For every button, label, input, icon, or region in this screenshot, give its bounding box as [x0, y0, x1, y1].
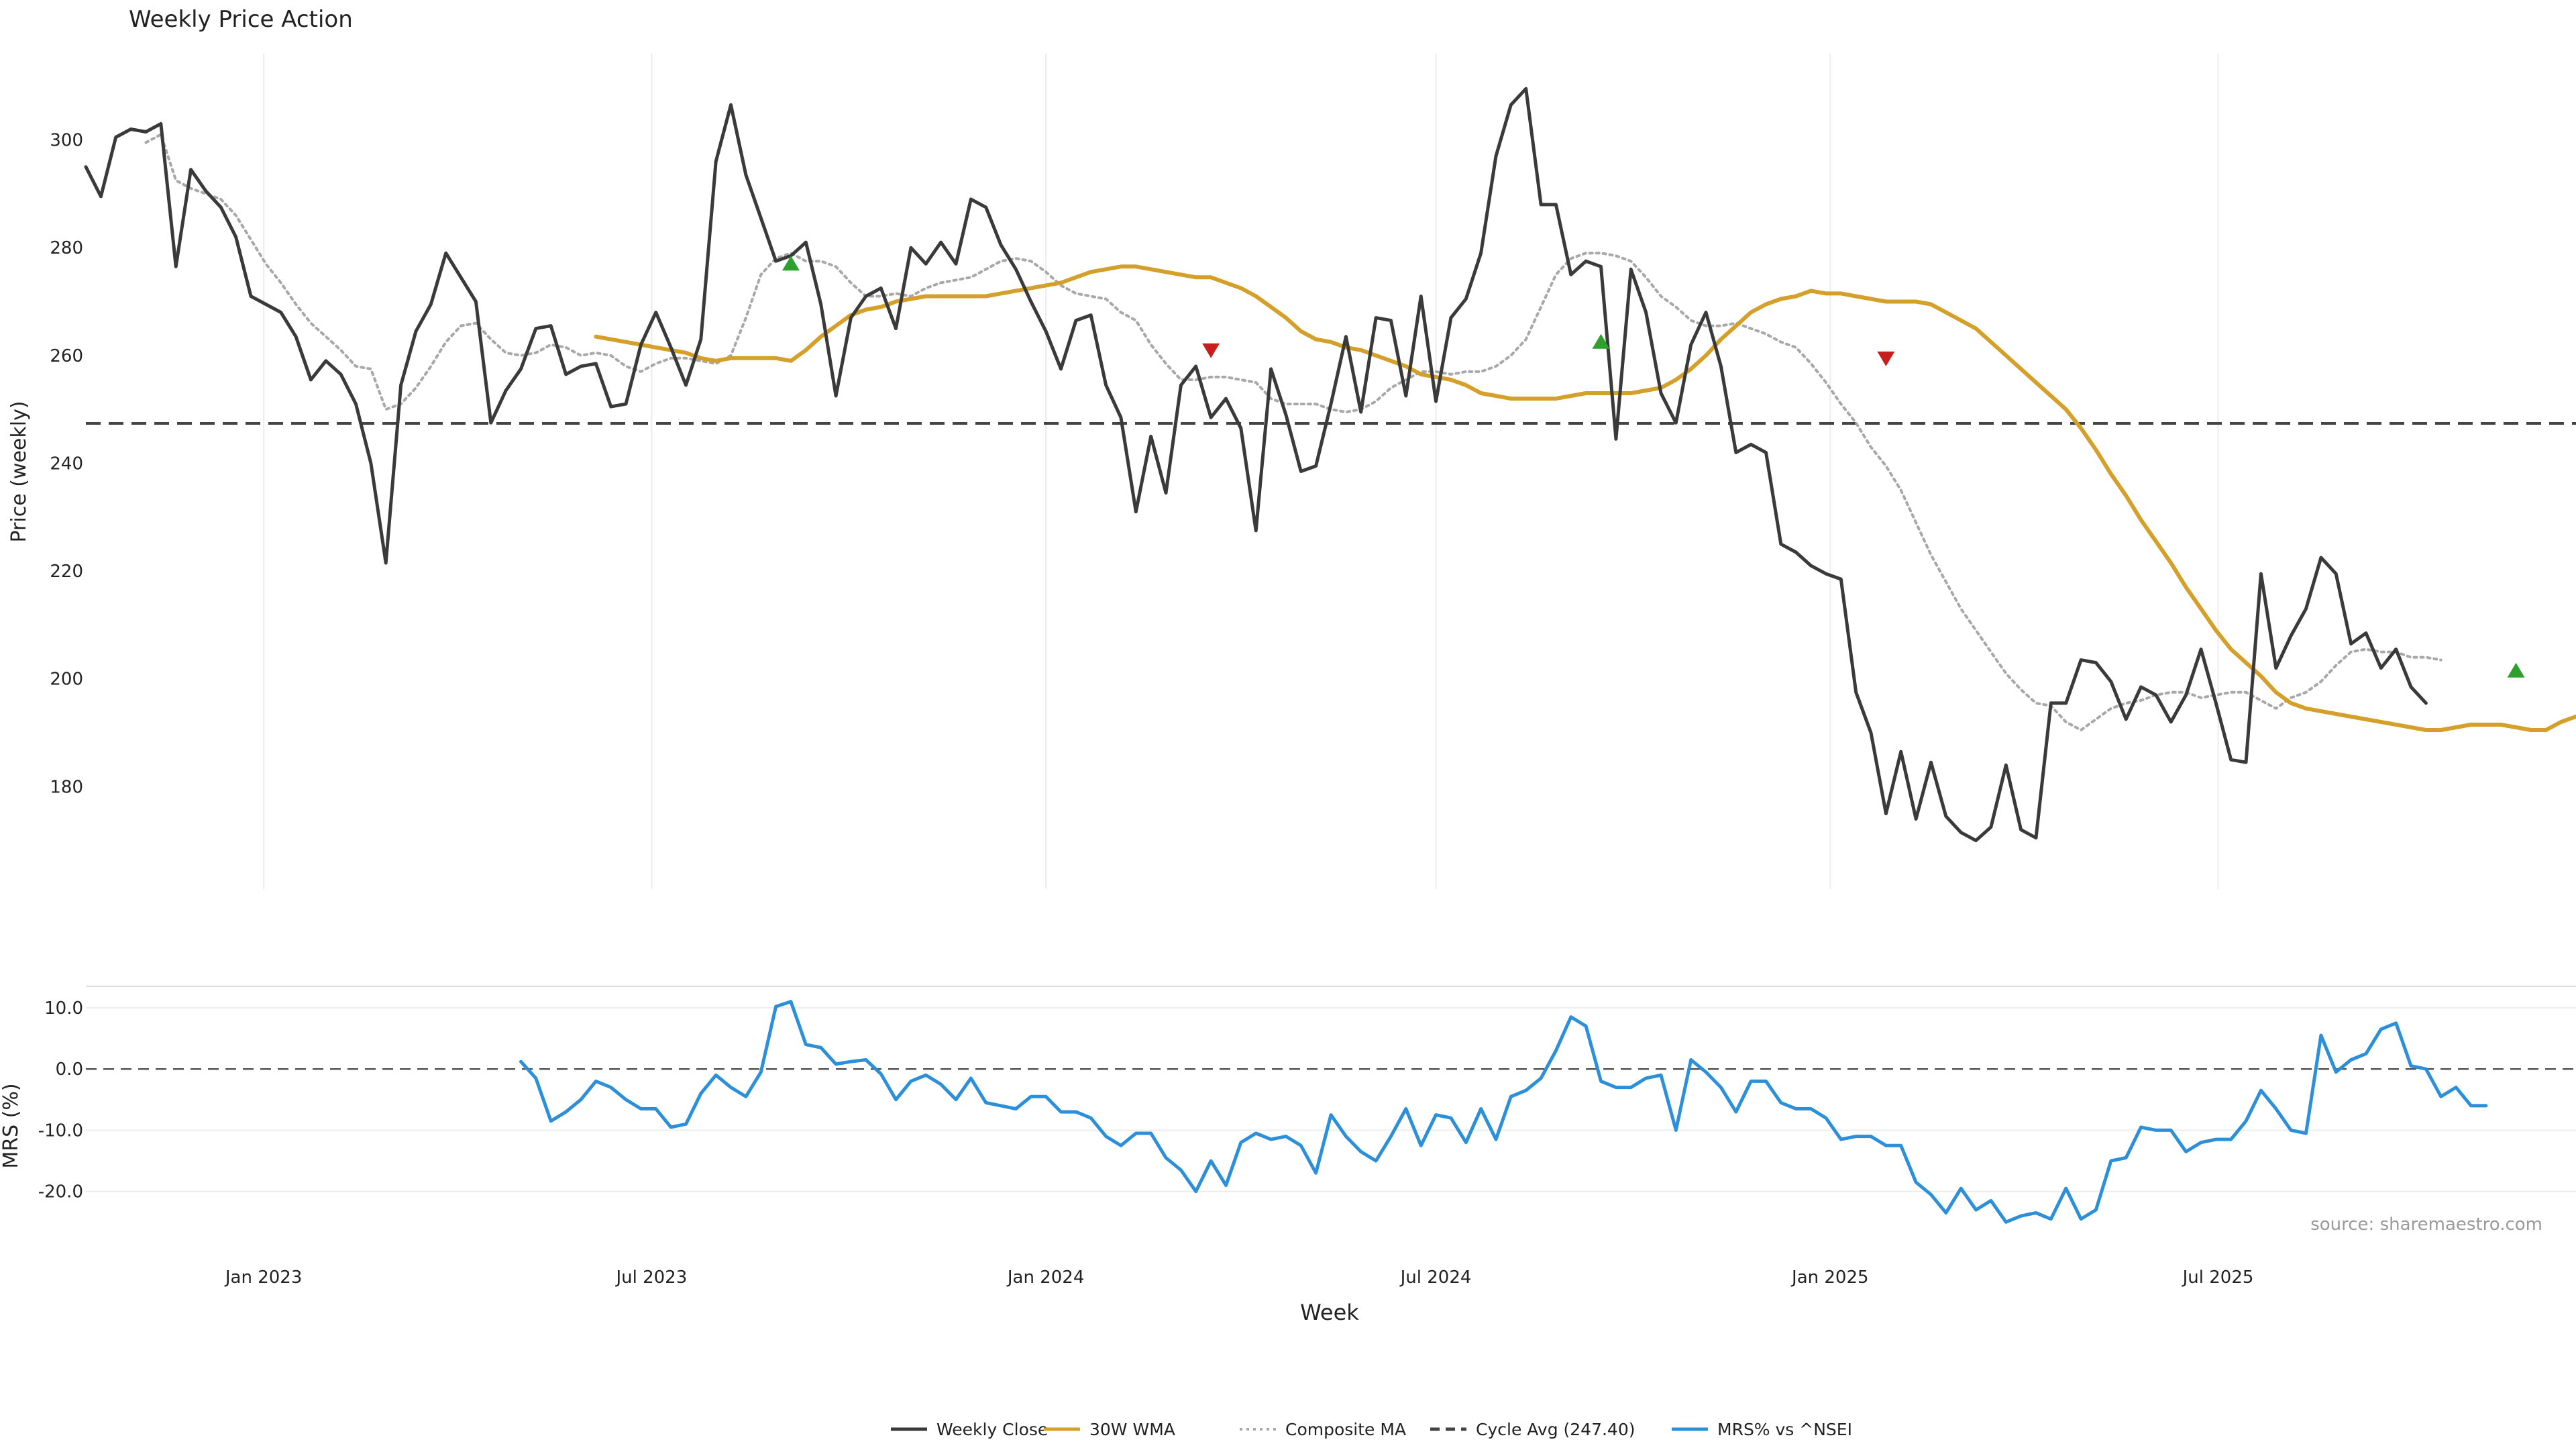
price-chart-title: Weekly Price Action [129, 6, 353, 33]
price-y-tick-label: 180 [50, 777, 83, 797]
price-y-tick-label: 300 [50, 131, 83, 151]
mrs-y-tick-label: -10.0 [38, 1121, 83, 1141]
x-tick-label: Jan 2025 [1790, 1267, 1869, 1288]
x-tick-label: Jul 2023 [614, 1267, 687, 1288]
price-y-tick-label: 240 [50, 454, 83, 474]
x-axis-label: Week [1300, 1300, 1359, 1325]
sell-signal-marker [1202, 343, 1220, 358]
legend-label: MRS% vs ^NSEI [1717, 1420, 1852, 1439]
composite-ma-line [144, 133, 2443, 731]
x-tick-label: Jan 2023 [224, 1267, 303, 1288]
series-layer [84, 87, 2576, 1224]
sell-signal-marker [1877, 351, 1895, 366]
legend-label: Weekly Close [936, 1420, 1048, 1439]
reference-lines-layer [86, 422, 2576, 1070]
x-tick-label: Jul 2024 [1399, 1267, 1472, 1288]
price-y-tick-label: 220 [50, 562, 83, 582]
price-y-tick-label: 200 [50, 670, 83, 690]
ticks-layer: Jan 2023 Jul 2023 Jan 2024 Jul 2024 Jan 2025… [38, 131, 2254, 1288]
legend-label: 30W WMA [1089, 1420, 1175, 1439]
mrs-y-tick-label: 0.0 [56, 1059, 83, 1080]
price-y-tick-label: 280 [50, 238, 83, 258]
mrs-line [519, 1000, 2488, 1224]
price-y-axis-label: Price (weekly) [7, 401, 31, 542]
mrs-y-axis-label: MRS (%) [0, 1083, 23, 1168]
weekly-close-line [84, 87, 2428, 843]
legend: Weekly Close 30W WMA Composite MA Cycle Avg… [891, 1420, 1852, 1439]
wma-30w-line [594, 264, 2576, 732]
mrs-y-tick-label: 10.0 [44, 998, 83, 1019]
mrs-y-tick-label: -20.0 [38, 1182, 83, 1202]
source-annotation: source: sharemaestro.com [2310, 1214, 2542, 1235]
buy-signal-marker [2507, 662, 2525, 678]
legend-label: Cycle Avg (247.40) [1476, 1420, 1635, 1439]
grid-layer [86, 54, 2576, 1192]
buy-signal-marker [1592, 333, 1610, 349]
price-y-tick-label: 260 [50, 346, 83, 366]
buy-signal-marker [782, 256, 800, 271]
signals-layer [782, 256, 2525, 678]
x-tick-label: Jul 2025 [2182, 1267, 2254, 1288]
x-tick-label: Jan 2024 [1006, 1267, 1085, 1288]
legend-label: Composite MA [1285, 1420, 1406, 1439]
